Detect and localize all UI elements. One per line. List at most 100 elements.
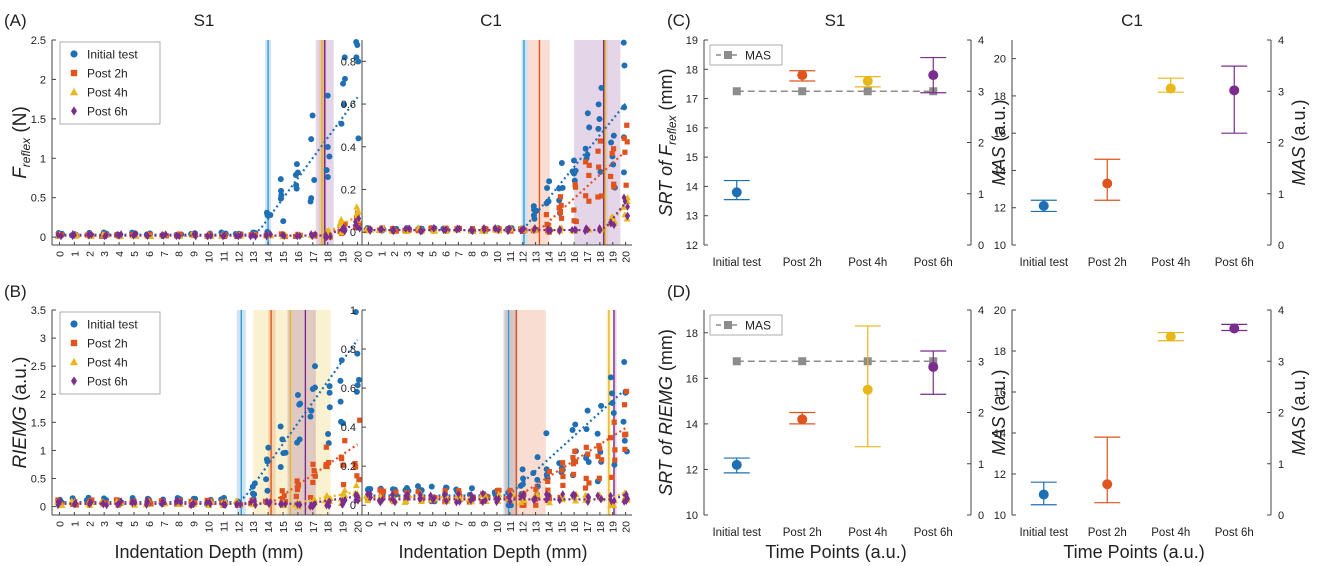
data-point bbox=[160, 231, 166, 240]
y-tick-label: 2.5 bbox=[31, 361, 46, 373]
legend-marker bbox=[69, 87, 79, 96]
y-tick-label: 0.2 bbox=[341, 184, 356, 196]
data-point bbox=[277, 176, 284, 183]
x-tick-label: 16 bbox=[293, 521, 305, 533]
y-tick-label: 1 bbox=[40, 153, 46, 165]
data-point bbox=[607, 214, 615, 221]
legend-label: Post 6h bbox=[87, 375, 128, 389]
data-point bbox=[144, 497, 150, 506]
mas-marker bbox=[798, 357, 807, 366]
data-point bbox=[263, 456, 270, 463]
mean-point bbox=[1165, 83, 1176, 94]
mean-point bbox=[862, 384, 873, 395]
x-tick-label: 2 bbox=[84, 521, 96, 527]
mas-marker bbox=[863, 87, 872, 96]
mean-point bbox=[928, 361, 939, 372]
data-point bbox=[544, 185, 551, 192]
y-tick-label: 12 bbox=[686, 240, 698, 252]
data-point bbox=[401, 498, 409, 505]
data-point bbox=[353, 54, 360, 61]
data-point bbox=[621, 62, 628, 69]
legend-marker bbox=[71, 106, 77, 116]
data-point bbox=[621, 135, 627, 141]
data-point bbox=[341, 101, 348, 108]
data-point bbox=[611, 184, 617, 190]
x-tick-label: 11 bbox=[218, 521, 230, 532]
mean-point bbox=[862, 76, 873, 86]
x-tick-label: Initial test bbox=[1019, 527, 1068, 539]
x-tick-label: 19 bbox=[338, 521, 350, 533]
x-tick-label: 8 bbox=[466, 521, 478, 527]
data-point bbox=[482, 493, 490, 500]
x-tick-label: 20 bbox=[621, 521, 633, 533]
data-point bbox=[405, 490, 411, 499]
data-point bbox=[281, 493, 287, 499]
x-tick-label: 5 bbox=[129, 521, 141, 527]
y-tick-label: 1.5 bbox=[31, 417, 46, 429]
y2-axis-label: MAS (a.u.) bbox=[1289, 99, 1309, 185]
data-point bbox=[430, 495, 436, 504]
y-tick-label: 1.5 bbox=[31, 114, 46, 126]
data-point bbox=[595, 453, 601, 459]
data-point bbox=[251, 491, 258, 498]
data-point bbox=[293, 161, 300, 168]
data-point bbox=[624, 211, 630, 220]
y-tick-label: 0.4 bbox=[341, 422, 356, 434]
data-point bbox=[392, 498, 398, 507]
data-point bbox=[558, 215, 565, 221]
y-tick-label: 0.6 bbox=[341, 383, 356, 395]
data-point bbox=[496, 487, 502, 493]
x-tick-label: 15 bbox=[278, 251, 290, 263]
y-tick-label: 12 bbox=[686, 464, 698, 476]
data-point bbox=[572, 421, 579, 428]
data-point bbox=[624, 139, 630, 145]
column-title-c1-depth: C1 bbox=[480, 11, 502, 30]
data-point bbox=[418, 225, 424, 234]
data-point bbox=[311, 467, 317, 474]
y-tick-label: 14 bbox=[994, 165, 1006, 177]
data-point bbox=[326, 383, 333, 390]
data-point bbox=[569, 427, 576, 434]
y-tick-label: 0 bbox=[40, 232, 46, 244]
data-point bbox=[161, 497, 167, 506]
data-point bbox=[609, 150, 615, 157]
data-point bbox=[367, 489, 373, 498]
x-tick-label: Post 2h bbox=[1088, 257, 1127, 269]
data-point bbox=[598, 84, 605, 91]
x-tick-label: 1 bbox=[69, 521, 81, 527]
x-tick-label: 2 bbox=[389, 251, 401, 257]
x-tick-label: 5 bbox=[428, 521, 440, 527]
mean-point bbox=[797, 70, 808, 81]
y-tick-label: 16 bbox=[994, 387, 1006, 399]
x-tick-label: 17 bbox=[582, 521, 594, 533]
y-tick-label: 0.6 bbox=[341, 99, 356, 111]
data-point bbox=[595, 491, 601, 500]
x-tick-label: 17 bbox=[308, 521, 320, 533]
x-tick-label: 20 bbox=[621, 251, 633, 263]
x-tick-label: 5 bbox=[428, 251, 440, 257]
data-point bbox=[337, 377, 344, 384]
data-point bbox=[116, 231, 122, 240]
data-point bbox=[280, 218, 287, 225]
y2-tick-label: 4 bbox=[1278, 305, 1284, 317]
data-point bbox=[545, 499, 553, 506]
data-point bbox=[393, 228, 399, 234]
y-tick-label: 2 bbox=[40, 389, 46, 401]
x-tick-label: 9 bbox=[479, 521, 491, 527]
x-tick-label: Initial test bbox=[1019, 257, 1068, 269]
y2-axis-label: MAS (a.u.) bbox=[989, 369, 1009, 455]
y2-tick-label: 3 bbox=[1278, 356, 1284, 368]
x-tick-label: 7 bbox=[453, 521, 465, 527]
data-point bbox=[556, 205, 562, 211]
x-axis-label-depth-c1: Indentation Depth (mm) bbox=[398, 542, 587, 562]
fit-line bbox=[59, 339, 359, 504]
x-tick-label: 11 bbox=[505, 521, 517, 532]
data-point bbox=[220, 231, 226, 240]
mas-marker bbox=[732, 87, 741, 96]
x-tick-label: Post 6h bbox=[914, 527, 953, 539]
data-point bbox=[534, 454, 541, 461]
data-point bbox=[279, 495, 286, 502]
data-point bbox=[355, 376, 362, 383]
x-tick-label: 4 bbox=[114, 521, 126, 527]
data-point bbox=[598, 495, 604, 504]
